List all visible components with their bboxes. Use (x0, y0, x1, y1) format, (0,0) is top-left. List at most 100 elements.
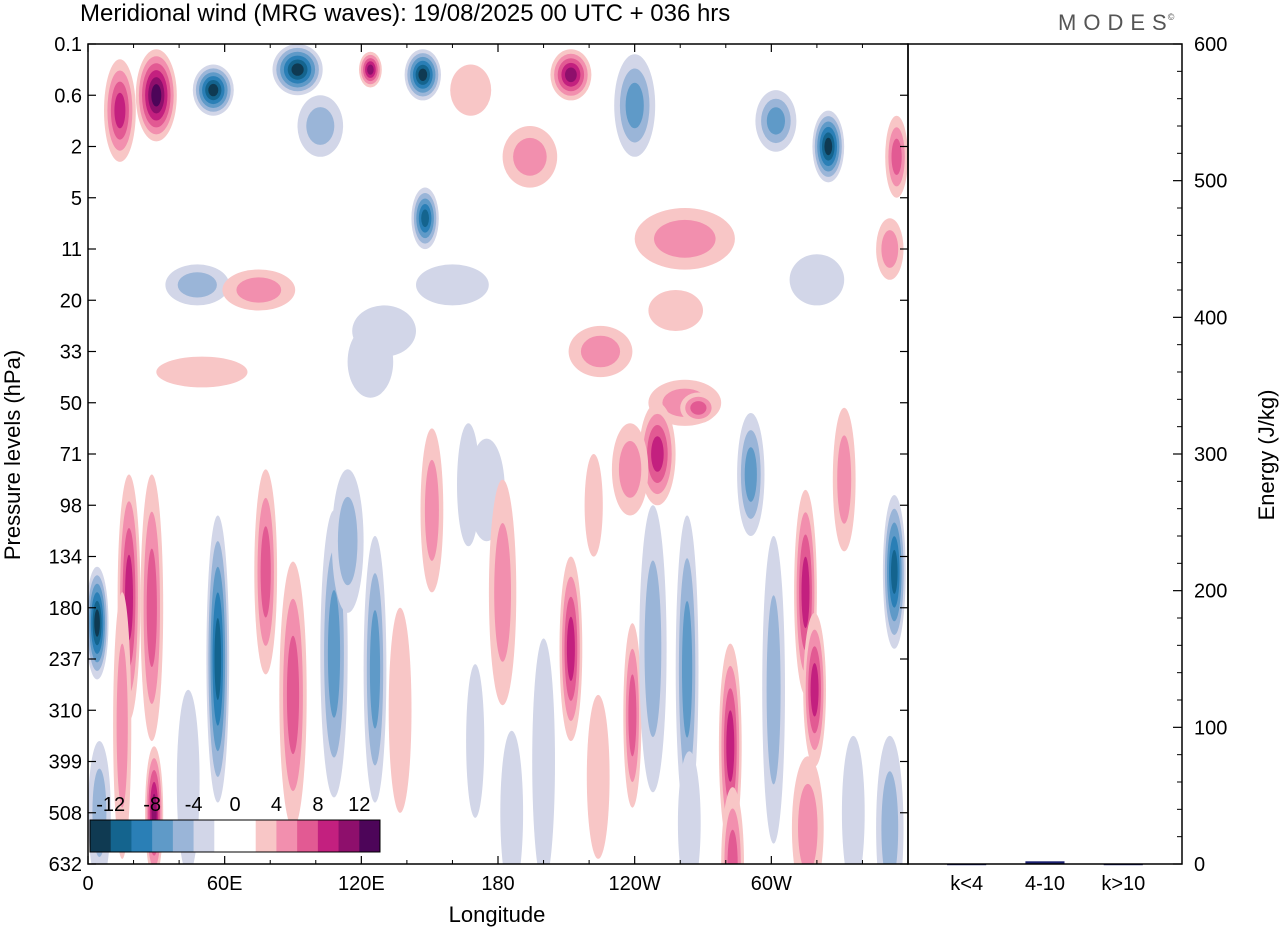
contour-level-2 (116, 643, 128, 808)
y-tick-label: 0.6 (54, 85, 82, 107)
contour-level-1 (584, 454, 603, 557)
wind-anomaly-northerly (165, 264, 230, 306)
colorbar-label: 0 (229, 794, 240, 816)
y-tick-label: 5 (71, 188, 82, 210)
energy-bar-chart: k<4 4-10 k>10 (947, 861, 1145, 895)
energy-category-label: k<4 (950, 873, 983, 895)
x-axis: 0 60E 120E 180 120W 60W (82, 44, 863, 895)
x-tick-label: 120W (609, 873, 661, 895)
energy-axis-label: Energy (J/kg) (1254, 390, 1279, 521)
wind-anomaly-northerly (88, 566, 109, 680)
wind-anomaly-northerly (677, 751, 701, 864)
contour-level-6 (208, 83, 219, 97)
colorbar-label: -12 (96, 794, 125, 816)
contour-level-1 (450, 64, 492, 116)
wind-anomaly-southerly (885, 115, 908, 198)
contour-level-1 (500, 730, 524, 864)
colorbar-swatch (235, 820, 257, 852)
contour-level-1 (156, 356, 248, 388)
y-tick-label: 11 (61, 239, 82, 261)
y-tick-label: 237 (49, 649, 82, 671)
contour-level-4 (651, 436, 664, 472)
wind-anomaly-southerly (680, 392, 717, 424)
energy-tick-label: 500 (1194, 171, 1227, 193)
contour-level-3 (327, 590, 341, 718)
contour-level-3 (727, 829, 738, 864)
energy-tick-label: 0 (1194, 854, 1205, 876)
wind-anomaly-southerly (791, 756, 824, 864)
wind-anomaly-southerly (803, 612, 826, 767)
contour-level-5 (565, 67, 577, 83)
copyright-mark: © (1167, 12, 1175, 22)
wind-anomaly-northerly (737, 413, 765, 536)
wind-anomaly-northerly (762, 536, 785, 844)
contour-level-1 (841, 735, 865, 864)
contour-level-5 (421, 209, 429, 228)
wind-anomaly-southerly (156, 356, 248, 388)
colorbar-label: 4 (271, 794, 282, 816)
y-tick-label: 134 (49, 547, 82, 569)
colorbar-swatch (359, 820, 381, 852)
contour-level-6 (824, 137, 833, 156)
contour-level-2 (424, 459, 439, 561)
contour-level-2 (654, 219, 716, 258)
contour-level-2 (798, 783, 818, 864)
contour-level-3 (146, 548, 157, 667)
contour-level-3 (286, 635, 300, 755)
wind-anomaly-southerly (502, 126, 558, 188)
contour-level-3 (625, 82, 644, 129)
energy-tick-label: 200 (1194, 581, 1227, 603)
colorbar-swatch (297, 820, 319, 852)
wind-anomaly-southerly (450, 64, 492, 116)
wind-anomaly-southerly (584, 454, 603, 557)
contour-level-2 (644, 560, 662, 738)
contour-level-5 (367, 64, 374, 75)
colorbar-swatch (110, 820, 132, 852)
wind-anomaly-southerly (420, 428, 444, 593)
wind-anomaly-southerly (222, 269, 296, 311)
contour-level-3 (260, 526, 271, 618)
contour-level-2 (513, 137, 547, 176)
x-tick-label: 60W (751, 873, 792, 895)
y-tick-label: 399 (49, 752, 82, 774)
x-tick-label: 180 (481, 873, 514, 895)
colorbar-swatch (172, 820, 195, 852)
contour-level-2 (881, 230, 899, 268)
wind-anomaly-northerly (789, 254, 845, 306)
contour-level-2 (236, 277, 282, 303)
wind-anomaly-northerly (331, 469, 364, 613)
contour-level-5 (214, 618, 222, 700)
wind-anomaly-southerly (832, 407, 856, 552)
contour-level-4 (114, 92, 126, 129)
y-tick-label: 2 (71, 137, 82, 159)
wind-anomaly-northerly (812, 110, 845, 183)
colorbar-swatch (214, 820, 236, 852)
wind-anomaly-southerly (876, 218, 904, 280)
wind-anomaly-southerly (568, 325, 633, 378)
wind-anomaly-southerly (721, 787, 744, 864)
contour-level-3 (369, 610, 381, 729)
x-tick-label: 120E (338, 873, 385, 895)
wind-anomaly-southerly (559, 556, 583, 742)
contour-level-1 (677, 751, 701, 864)
contour-level-2 (337, 496, 358, 586)
contour-level-2 (618, 441, 642, 498)
energy-frame (907, 43, 1183, 865)
wind-anomaly-southerly (586, 694, 610, 859)
contour-level-2 (881, 771, 899, 864)
wind-anomaly-northerly (466, 664, 485, 818)
contour-level-1 (648, 290, 703, 331)
wind-anomaly-southerly (623, 623, 642, 808)
y-tick-label: 0.1 (54, 34, 82, 56)
contour-level-3 (891, 138, 902, 175)
y-tick-label: 50 (60, 393, 82, 415)
wind-anomaly-northerly (404, 49, 441, 101)
contour-level-1 (466, 664, 485, 818)
wind-anomaly-southerly (140, 474, 164, 742)
colorbar-swatch (152, 820, 174, 852)
energy-category-label: 4-10 (1025, 873, 1065, 895)
y-tick-label: 180 (49, 598, 82, 620)
x-tick-label: 0 (82, 873, 93, 895)
wind-anomaly-southerly (359, 51, 382, 88)
energy-y-axis: 0 100 200 300 400 500 600 (1173, 34, 1227, 876)
